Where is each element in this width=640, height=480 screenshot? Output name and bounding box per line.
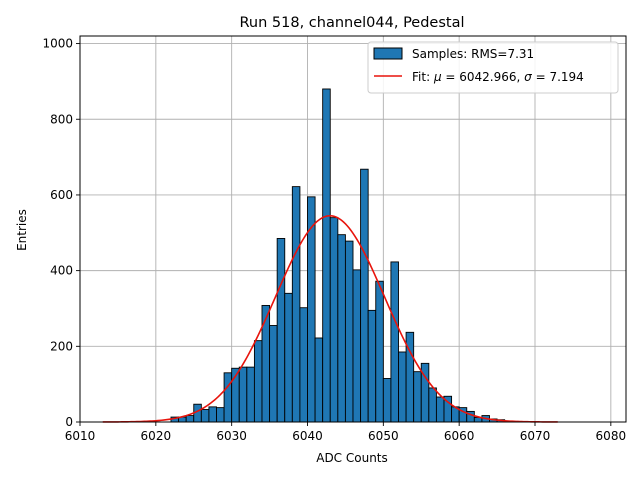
histogram-bar: [269, 325, 278, 423]
y-tick-label: 0: [65, 415, 73, 429]
histogram-bar: [322, 88, 331, 423]
histogram-bar: [398, 351, 407, 423]
x-tick-label: 6030: [216, 429, 247, 443]
x-tick-label: 6010: [65, 429, 96, 443]
histogram-bar: [337, 234, 346, 423]
histogram-bar: [246, 366, 255, 423]
y-tick-label: 600: [50, 188, 73, 202]
histogram-bar: [390, 261, 399, 423]
histogram-bar: [276, 238, 286, 423]
x-axis-label: ADC Counts: [316, 451, 388, 465]
y-tick-label: 400: [50, 264, 73, 278]
histogram-bar: [435, 396, 445, 423]
legend-samples-swatch: [373, 47, 403, 60]
x-tick-label: 6080: [596, 429, 627, 443]
legend-fit-label: Fit: μ = 6042.966, σ = 7.194: [412, 70, 584, 84]
histogram-bar: [299, 307, 308, 423]
histogram-bar: [284, 292, 293, 423]
histogram-bar: [208, 406, 217, 423]
y-tick-label: 1000: [42, 37, 73, 51]
y-tick-label: 200: [50, 339, 73, 353]
y-axis-ticks: 0 200 400 600 800 1000: [42, 37, 80, 429]
histogram-bar: [216, 407, 225, 423]
histogram-bar: [200, 409, 210, 423]
legend-samples-label: Samples: RMS=7.31: [412, 47, 534, 61]
histogram-bar: [185, 415, 195, 423]
histogram-bar: [367, 309, 377, 423]
histogram-bar: [428, 387, 437, 423]
x-tick-label: 6070: [520, 429, 551, 443]
y-axis-label: Entries: [15, 209, 29, 251]
fit-curve: [102, 214, 558, 423]
histogram-bar: [223, 372, 233, 423]
histogram-bar: [314, 337, 324, 423]
histogram-bar: [375, 280, 384, 423]
legend: Samples: RMS=7.31 Fit: μ = 6042.966, σ =…: [367, 41, 619, 94]
histogram-bar: [344, 240, 354, 423]
histogram-bar: [352, 269, 362, 423]
histogram-bar: [413, 371, 422, 423]
x-tick-label: 6040: [292, 429, 323, 443]
x-tick-label: 6050: [368, 429, 399, 443]
histogram-bar: [238, 366, 248, 423]
x-axis-ticks: 6010 6020 6030 6040 6050 6060 6070 6080: [65, 422, 626, 443]
histogram-bar: [360, 168, 369, 423]
histogram-bar: [329, 217, 339, 423]
x-tick-label: 6060: [444, 429, 475, 443]
histogram-bar: [253, 340, 263, 423]
chart-title: Run 518, channel044, Pedestal: [239, 15, 464, 31]
x-tick-label: 6020: [141, 429, 172, 443]
legend-box: [367, 41, 619, 94]
histogram-bars: [170, 88, 506, 423]
plot-area-frame: [79, 35, 627, 423]
y-tick-label: 800: [50, 112, 73, 126]
fit-curve-group: [102, 214, 558, 423]
histogram-bar: [382, 378, 392, 423]
histogram-bar: [291, 186, 301, 423]
